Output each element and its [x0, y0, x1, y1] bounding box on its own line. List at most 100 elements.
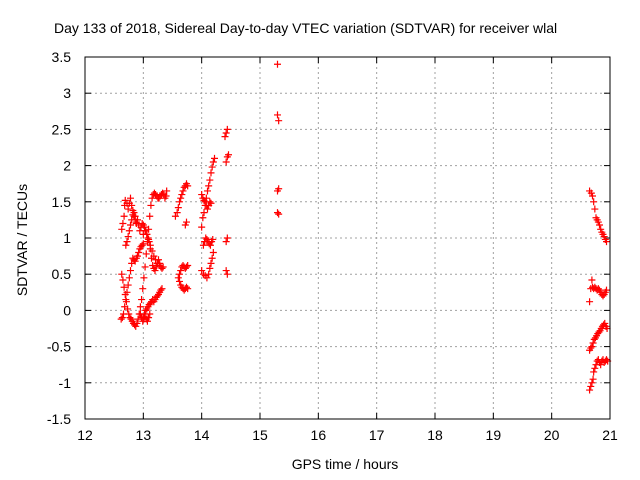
data-point — [223, 234, 231, 242]
data-point — [596, 221, 603, 229]
data-point — [225, 151, 232, 159]
data-point — [198, 267, 206, 275]
y-tick-label: 1 — [63, 230, 71, 246]
data-point — [146, 299, 154, 307]
data-point — [118, 225, 126, 233]
data-point — [594, 285, 602, 293]
data-point — [222, 238, 230, 246]
data-point — [171, 212, 179, 220]
data-point — [198, 191, 206, 199]
data-point — [122, 296, 130, 304]
x-tick-label: 18 — [427, 427, 443, 443]
y-tick-label: 1.5 — [52, 194, 72, 210]
data-point — [275, 185, 283, 193]
data-point — [208, 254, 216, 262]
y-tick-label: 3 — [63, 85, 71, 101]
data-point — [151, 267, 159, 275]
data-point — [274, 60, 281, 68]
data-point — [184, 262, 192, 270]
data-point — [590, 335, 598, 343]
data-point — [587, 382, 595, 390]
y-tick-label: 2 — [63, 158, 71, 174]
data-point — [222, 267, 230, 275]
data-point — [118, 270, 126, 278]
data-point — [136, 310, 144, 318]
y-tick-label: 0 — [63, 302, 71, 318]
data-point — [205, 270, 213, 278]
data-point — [119, 220, 127, 228]
data-point — [134, 252, 141, 260]
data-point — [130, 209, 138, 217]
data-point — [158, 285, 166, 293]
data-point — [120, 212, 128, 220]
data-point — [117, 315, 125, 323]
data-point — [590, 198, 598, 206]
data-point — [131, 212, 139, 220]
x-tick-label: 14 — [194, 427, 210, 443]
data-point — [135, 248, 143, 256]
data-point — [206, 176, 214, 184]
data-point — [138, 241, 146, 249]
data-point — [209, 235, 217, 243]
data-point — [589, 192, 596, 200]
data-point — [136, 303, 144, 311]
data-point — [207, 169, 215, 177]
data-point — [125, 227, 133, 235]
data-point — [126, 314, 134, 322]
data-point — [176, 270, 183, 278]
y-tick-label: -1.5 — [47, 411, 71, 427]
data-point — [142, 250, 150, 258]
data-point — [124, 281, 132, 289]
x-tick-label: 12 — [77, 427, 93, 443]
data-point — [586, 298, 594, 306]
data-point — [157, 286, 165, 294]
data-point — [590, 368, 598, 376]
data-point — [125, 274, 133, 282]
data-point — [591, 205, 599, 213]
data-point — [183, 263, 190, 271]
data-point — [141, 263, 149, 271]
data-point — [603, 325, 611, 332]
data-point — [140, 274, 148, 282]
data-point — [127, 194, 134, 202]
data-point — [120, 283, 128, 291]
data-point — [209, 248, 217, 256]
data-point — [223, 270, 231, 278]
grid-lines — [85, 57, 610, 419]
data-point — [139, 240, 147, 248]
data-point — [274, 209, 281, 217]
data-point — [150, 252, 158, 260]
data-point — [206, 198, 214, 206]
data-point — [178, 191, 186, 199]
data-point — [207, 199, 215, 207]
data-point — [206, 241, 214, 249]
data-point — [275, 117, 283, 125]
y-axis-label: SDTVAR / TECUs — [14, 183, 30, 297]
data-point — [139, 285, 147, 293]
data-point — [127, 221, 134, 229]
data-point — [183, 218, 190, 226]
data-point — [586, 386, 594, 394]
data-point — [148, 194, 156, 202]
data-point — [603, 286, 610, 294]
data-point — [120, 310, 127, 318]
data-point — [128, 216, 136, 224]
data-point — [587, 344, 595, 352]
data-point — [588, 379, 596, 387]
data-point — [138, 220, 146, 228]
data-point — [603, 356, 610, 364]
y-tick-label: 2.5 — [52, 121, 72, 137]
data-point — [173, 209, 181, 217]
data-point — [132, 218, 140, 226]
data-point — [159, 263, 167, 271]
data-point — [155, 262, 163, 270]
x-tick-label: 15 — [252, 427, 268, 443]
data-point — [208, 163, 216, 171]
x-tick-label: 13 — [136, 427, 152, 443]
plot-frame — [84, 56, 611, 420]
data-point — [222, 158, 230, 166]
data-point — [134, 315, 142, 323]
data-point — [152, 256, 160, 264]
data-point — [146, 310, 154, 318]
data-point — [153, 292, 161, 300]
